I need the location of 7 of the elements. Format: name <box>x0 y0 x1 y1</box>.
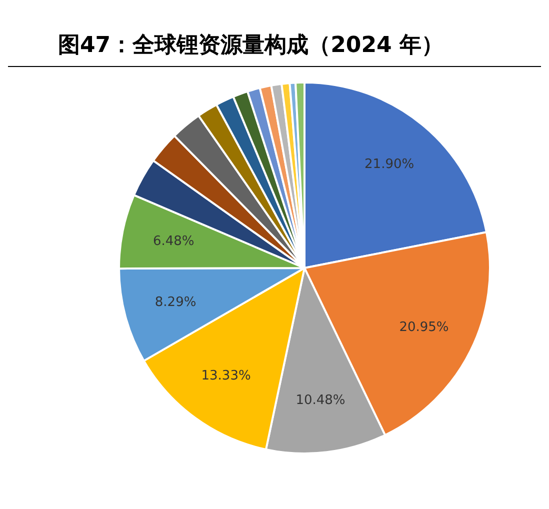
chart-title: 图47：全球锂资源量构成（2024 年） <box>8 8 541 67</box>
data-label: 20.95% <box>399 320 449 336</box>
data-label: 6.48% <box>152 234 194 249</box>
data-label: 13.33% <box>201 368 251 384</box>
data-label: 10.48% <box>296 392 346 408</box>
data-label: 8.29% <box>154 295 196 310</box>
data-label: 21.90% <box>364 157 414 172</box>
